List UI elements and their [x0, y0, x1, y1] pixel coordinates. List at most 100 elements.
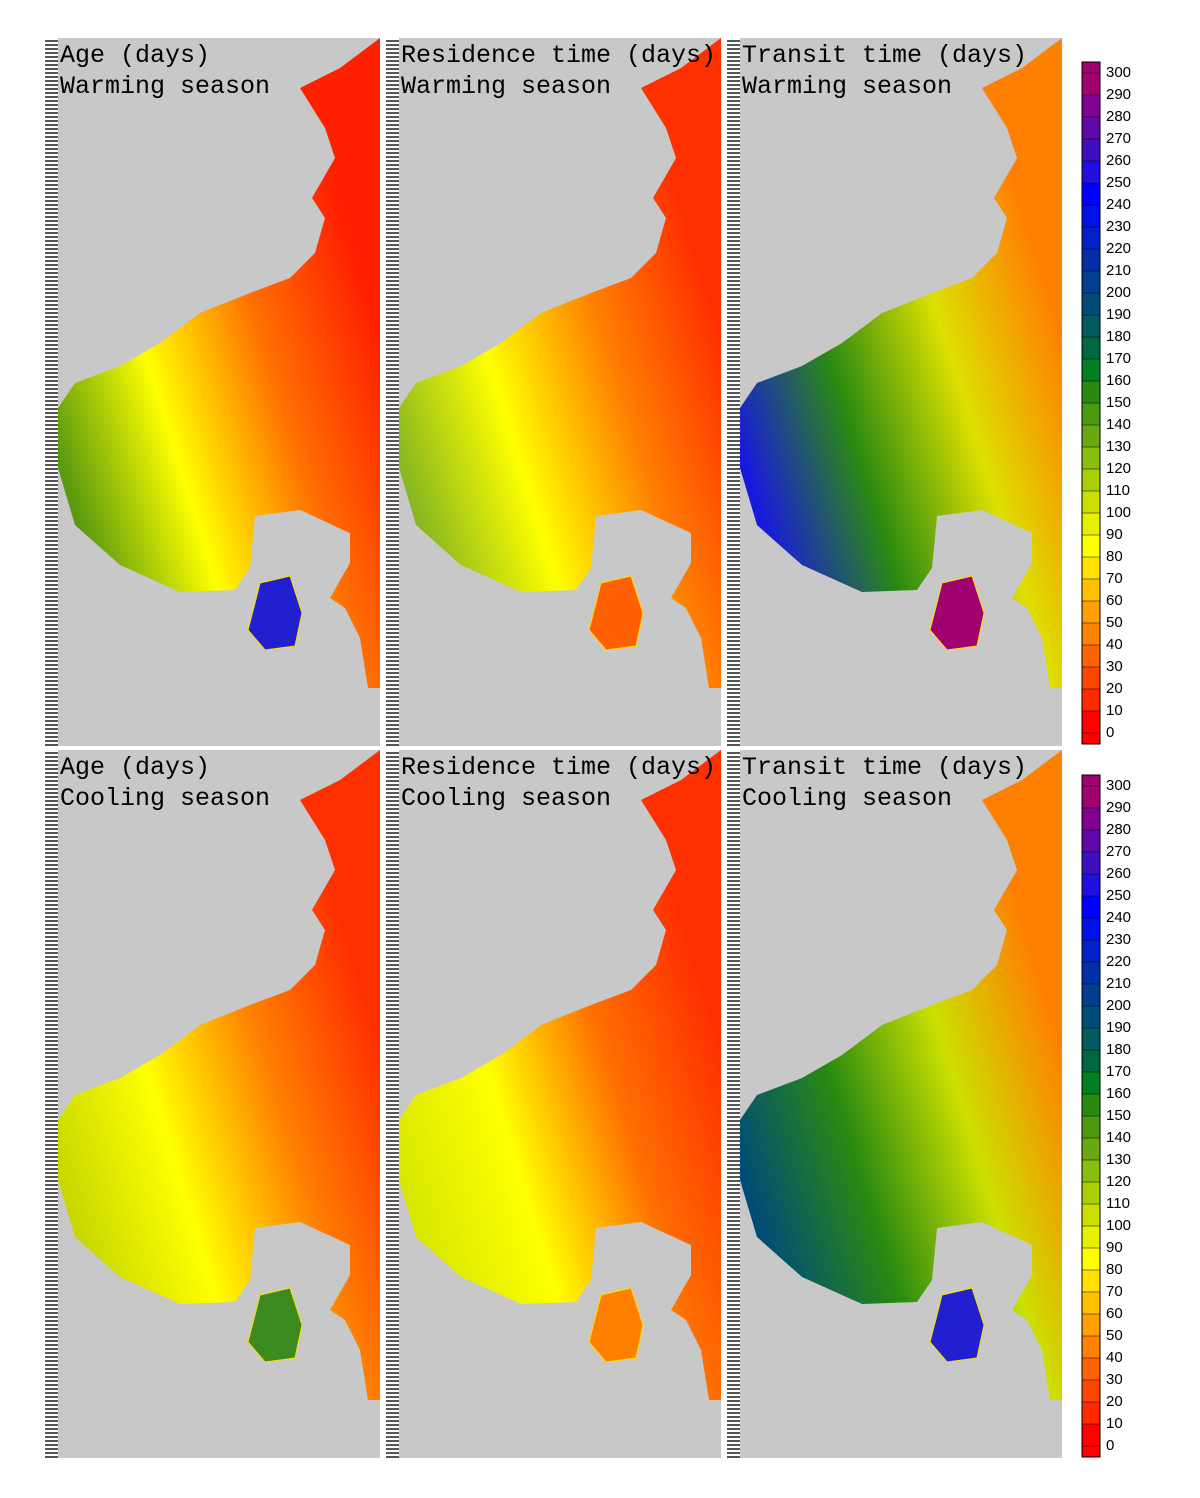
colorbar-tick-label: 10: [1106, 702, 1123, 719]
small-lake: [588, 1287, 644, 1363]
colorbar-segment: [1082, 645, 1100, 667]
colorbar-segment: [1082, 601, 1100, 623]
colorbar-segment: [1082, 667, 1100, 689]
colorbar-cap: [1082, 775, 1100, 786]
lake-water: [58, 750, 380, 1400]
colorbar-tick-label: 50: [1106, 1327, 1123, 1344]
colorbar-segment: [1082, 1116, 1100, 1138]
colorbar-tick-label: 80: [1106, 548, 1123, 565]
small-lake: [247, 1287, 303, 1363]
colorbar-segment: [1082, 381, 1100, 403]
colorbar-tick-label: 100: [1106, 1217, 1131, 1234]
colorbar-segment: [1082, 1314, 1100, 1336]
colorbar-tick-label: 160: [1106, 372, 1131, 389]
colorbar-tick-label: 120: [1106, 1173, 1131, 1190]
map-panel: Transit time (days)Warming season: [727, 38, 1062, 746]
colorbar-segment: [1082, 469, 1100, 491]
colorbar-tick-label: 230: [1106, 218, 1131, 235]
colorbar-segment: [1082, 1182, 1100, 1204]
colorbar-segment: [1082, 1094, 1100, 1116]
colorbar-segment: [1082, 689, 1100, 711]
colorbar-tick-label: 290: [1106, 86, 1131, 103]
colorbar-cap: [1082, 62, 1100, 73]
colorbar-tick-label: 190: [1106, 306, 1131, 323]
colorbar-tick-label: 10: [1106, 1415, 1123, 1432]
colorbar: 0 10 20 30 40 50 60 70 80 90 100 110 120 130 140 150 160…: [1081, 774, 1131, 1458]
colorbar-segment: [1082, 918, 1100, 940]
map-panel: Age (days)Warming season: [45, 38, 380, 746]
colorbar-segment: [1082, 830, 1100, 852]
colorbar-segment: [1082, 513, 1100, 535]
colorbar-segment: [1082, 962, 1100, 984]
colorbar-tick-label: 250: [1106, 887, 1131, 904]
colorbar-segment: [1082, 337, 1100, 359]
colorbar-segment: [1082, 1028, 1100, 1050]
panel-title: Transit time (days): [742, 753, 1027, 782]
colorbar-tick-label: 130: [1106, 438, 1131, 455]
colorbar-segment: [1082, 896, 1100, 918]
colorbar-tick-label: 200: [1106, 284, 1131, 301]
lake-water: [740, 38, 1062, 688]
colorbar-tick-label: 100: [1106, 504, 1131, 521]
colorbar-segment: [1082, 183, 1100, 205]
colorbar-tick-label: 40: [1106, 636, 1123, 653]
colorbar-segment: [1082, 139, 1100, 161]
lake-water: [58, 38, 380, 688]
colorbar-tick-label: 90: [1106, 1239, 1123, 1256]
panel-subtitle: Warming season: [60, 72, 270, 101]
colorbar-segment: [1082, 1006, 1100, 1028]
colorbar-tick-label: 70: [1106, 1283, 1123, 1300]
colorbar-segment: [1082, 1380, 1100, 1402]
colorbar-tick-label: 130: [1106, 1151, 1131, 1168]
colorbar-tick-label: 260: [1106, 865, 1131, 882]
colorbar-segment: [1082, 249, 1100, 271]
panel-title: Transit time (days): [742, 41, 1027, 70]
colorbar-segment: [1082, 940, 1100, 962]
colorbar-segment: [1082, 535, 1100, 557]
hatched-edge: [727, 38, 740, 746]
map-panel: Age (days)Cooling season: [45, 750, 380, 1458]
small-lake: [588, 575, 644, 651]
panel-title: Age (days): [60, 41, 210, 70]
colorbar-tick-label: 180: [1106, 328, 1131, 345]
colorbar-tick-label: 240: [1106, 909, 1131, 926]
colorbar-tick-label: 70: [1106, 570, 1123, 587]
colorbar-segment: [1082, 1292, 1100, 1314]
colorbar-tick-label: 280: [1106, 821, 1131, 838]
colorbar-segment: [1082, 359, 1100, 381]
colorbar: 0 10 20 30 40 50 60 70 80 90 100 110 120 130 140 150 160…: [1081, 61, 1131, 745]
colorbar-tick-label: 230: [1106, 931, 1131, 948]
colorbar-segment: [1082, 808, 1100, 830]
colorbar-segment: [1082, 95, 1100, 117]
colorbar-tick-label: 270: [1106, 130, 1131, 147]
map-panel: Residence time (days)Warming season: [386, 38, 721, 746]
colorbar-segment: [1082, 1204, 1100, 1226]
small-lake: [247, 575, 303, 651]
colorbar-segment: [1082, 447, 1100, 469]
colorbar-tick-label: 20: [1106, 680, 1123, 697]
colorbar-segment: [1082, 1358, 1100, 1380]
colorbar-segment: [1082, 786, 1100, 808]
colorbar-segment: [1082, 1248, 1100, 1270]
colorbar-tick-label: 140: [1106, 416, 1131, 433]
colorbar-tick-label: 20: [1106, 1393, 1123, 1410]
colorbar-segment: [1082, 315, 1100, 337]
lake-water: [740, 750, 1062, 1400]
hatched-edge: [386, 750, 399, 1458]
colorbar-tick-label: 170: [1106, 1063, 1131, 1080]
colorbar-segment: [1082, 1050, 1100, 1072]
panel-title: Residence time (days): [401, 41, 716, 70]
colorbar-tick-label: 0: [1106, 1437, 1114, 1454]
colorbar-tick-label: 80: [1106, 1261, 1123, 1278]
colorbar-segment: [1082, 711, 1100, 733]
colorbar-tick-label: 120: [1106, 460, 1131, 477]
colorbar-tick-label: 60: [1106, 1305, 1123, 1322]
panel-title: Residence time (days): [401, 753, 716, 782]
small-lake: [929, 575, 985, 651]
colorbar-segment: [1082, 1336, 1100, 1358]
colorbar-segment: [1082, 1160, 1100, 1182]
colorbar-tick-label: 110: [1106, 482, 1130, 499]
colorbar-segment: [1082, 403, 1100, 425]
colorbar-tick-label: 300: [1106, 64, 1131, 81]
panel-subtitle: Cooling season: [401, 784, 611, 813]
